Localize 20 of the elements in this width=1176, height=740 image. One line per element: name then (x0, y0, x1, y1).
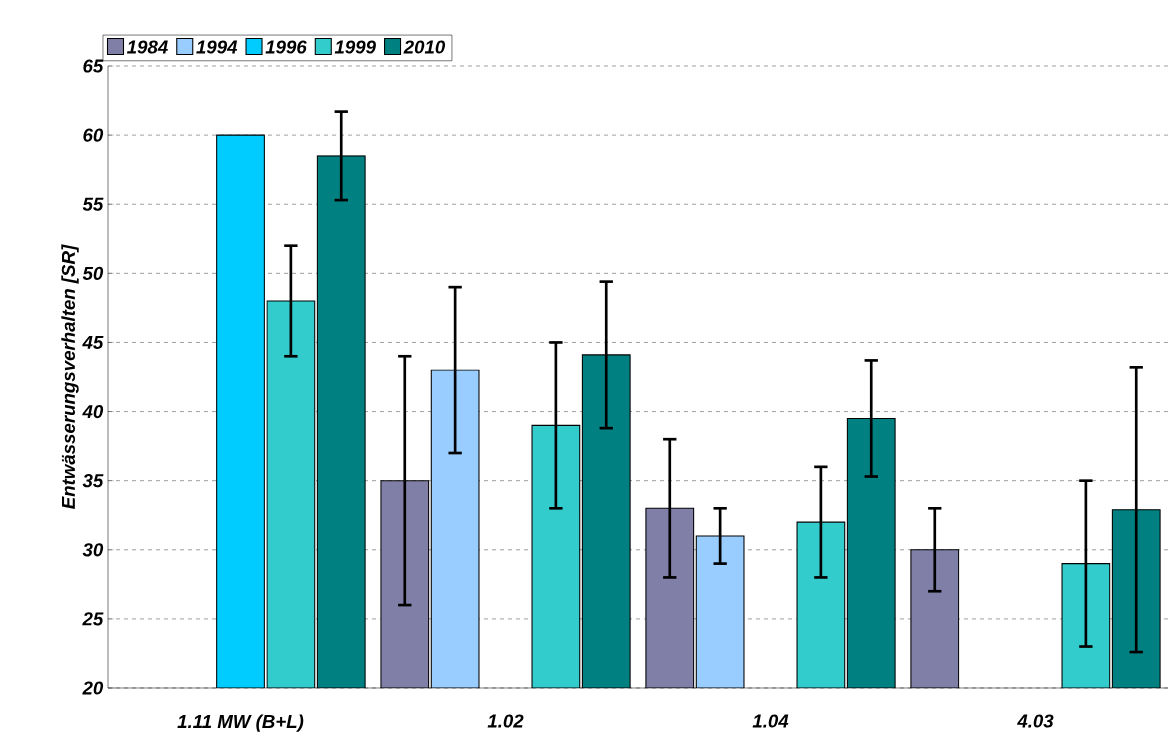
y-tick-label: 40 (82, 404, 104, 419)
y-tick-label: 25 (82, 612, 104, 626)
legend-label: 2010 (403, 40, 446, 54)
legend-label: 1984 (126, 40, 168, 54)
legend-label: 1999 (334, 40, 376, 54)
y-tick-label: 50 (82, 266, 104, 280)
x-tick-label: 1.02 (487, 714, 524, 728)
x-tick-label: 1.11 MW (B+L) (177, 714, 304, 732)
y-tick-label: 55 (82, 197, 104, 211)
legend-label: 1996 (265, 40, 307, 54)
legend-label: 1994 (196, 40, 238, 54)
y-tick-label: 60 (83, 128, 104, 142)
y-tick-label: 20 (82, 681, 104, 695)
y-tick-label: 65 (83, 59, 104, 73)
y-tick-label: 30 (82, 543, 104, 557)
x-tick-label: 1.04 (752, 714, 789, 728)
x-tick-label: 4.03 (1017, 714, 1054, 728)
y-tick-label: 45 (82, 335, 104, 349)
y-tick-label: 35 (82, 474, 104, 488)
y-axis-title: Entwässerungsverhalten [SR] (61, 244, 79, 509)
